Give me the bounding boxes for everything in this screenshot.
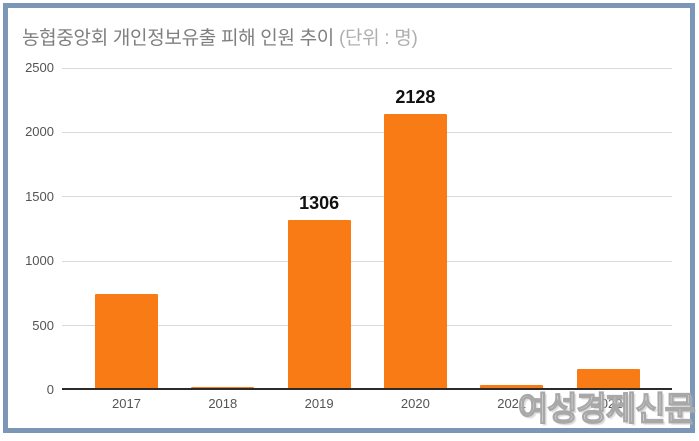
y-axis-tick-500: 500 <box>32 317 54 333</box>
y-axis-tick-1500: 1500 <box>25 188 54 204</box>
y-axis-tick-2500: 2500 <box>25 60 54 75</box>
bar-2022 <box>576 368 640 388</box>
bar-value-label-2019: 1306 <box>299 192 340 213</box>
y-axis-tick-1000: 1000 <box>25 253 54 269</box>
gridline-2500 <box>62 67 672 69</box>
x-axis-label-2018: 2018 <box>208 396 238 411</box>
plot-area: 1306 2128 <box>62 67 672 390</box>
bar-2018 <box>191 387 255 388</box>
chart-title-unit: (단위 : 명) <box>338 28 418 49</box>
bar-2020 <box>383 113 447 388</box>
x-axis-label-2019: 2019 <box>304 396 334 411</box>
x-axis-label-2020: 2020 <box>400 396 430 411</box>
y-axis-tick-0: 0 <box>46 382 54 397</box>
y-axis-tick-2000: 2000 <box>25 124 54 140</box>
gridline-2000 <box>62 131 672 133</box>
x-axis-label-2021: 2021 <box>497 396 527 411</box>
gridline-1000 <box>62 260 672 262</box>
x-axis-label-2022: 2022 <box>593 396 623 411</box>
watermark: 여성경제신문 <box>517 389 695 427</box>
chart-title: 농협중앙회 개인정보유출 피해 인원 추이 (단위 : 명) <box>22 23 418 50</box>
bar-value-label-2020: 2128 <box>395 86 436 107</box>
bar-2019 <box>287 219 351 388</box>
gridline-1500 <box>62 196 672 198</box>
bar-2021 <box>480 384 544 388</box>
x-axis-label-2017: 2017 <box>112 396 141 411</box>
gridline-500 <box>62 325 672 327</box>
chart-frame: 농협중앙회 개인정보유출 피해 인원 추이 (단위 : 명) 1306 2128 … <box>3 3 696 433</box>
bar-2017 <box>95 293 158 388</box>
chart-title-text: 농협중앙회 개인정보유출 피해 인원 추이 <box>22 28 334 49</box>
